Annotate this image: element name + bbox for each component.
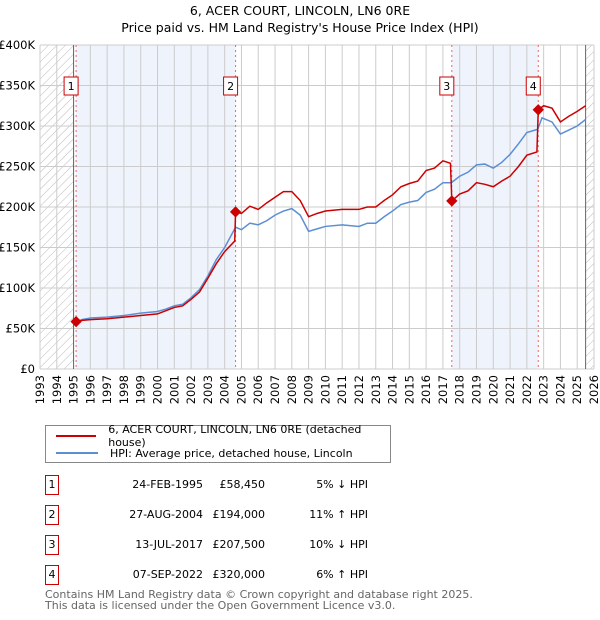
x-tick-label: 2008 (285, 375, 299, 404)
legend-label: 6, ACER COURT, LINCOLN, LN6 0RE (detache… (108, 423, 362, 449)
sale-marker-label: 2 (227, 80, 234, 93)
x-tick-label: 2026 (587, 375, 600, 404)
sale-row: 3 13-JUL-2017 £207,500 10% ↓ HPI (45, 535, 425, 555)
x-tick-label: 1996 (83, 375, 97, 404)
plot-area: 1993 1994 1995 1996 1997 1998 1999 2000 2001 2002… (0, 38, 600, 404)
sale-date: 13-JUL-2017 (135, 538, 203, 551)
x-tick-label: 2023 (537, 375, 551, 404)
sale-marker-label: 4 (530, 80, 537, 93)
sale-marker-label: 3 (443, 80, 450, 93)
x-tick-label: 1994 (50, 375, 64, 404)
x-tick-label: 2014 (386, 375, 400, 404)
sale-point (446, 195, 458, 207)
y-tick-label: £200K (0, 200, 35, 214)
x-tick-label: 1997 (100, 375, 114, 404)
x-tick-label: 2024 (553, 375, 567, 404)
sale-marker-box (525, 76, 541, 96)
legend-item-hpi: HPI: Average price, detached house, Linc… (56, 445, 353, 461)
sale-marker-box (439, 76, 455, 96)
sale-hpi-diff: 10% ↓ HPI (309, 538, 368, 551)
footer-line: This data is licensed under the Open Gov… (45, 599, 396, 612)
chart-title: 6, ACER COURT, LINCOLN, LN6 0RE (189, 3, 411, 18)
y-tick-label: £50K (6, 322, 36, 336)
y-tick-label: £0 (20, 362, 35, 376)
x-tick-label: 2003 (201, 375, 215, 404)
footer-line: Contains HM Land Registry data © Crown c… (45, 588, 473, 601)
sale-hpi-diff: 11% ↑ HPI (309, 508, 368, 521)
sale-date: 24-FEB-1995 (132, 478, 203, 491)
sale-hpi-diff: 5% ↓ HPI (316, 478, 368, 491)
x-tick-label: 2001 (167, 375, 181, 404)
sale-price: £194,000 (212, 508, 266, 521)
x-tick-label: 2017 (436, 375, 450, 404)
sale-number-badge: 1 (45, 475, 59, 495)
x-tick-label: 2022 (520, 375, 534, 404)
y-tick-label: £250K (0, 160, 35, 174)
x-tick-label: 1998 (117, 375, 131, 404)
x-tick-label: 2012 (352, 375, 366, 404)
sale-number-badge: 2 (45, 505, 59, 525)
y-tick-label: £150K (0, 241, 35, 255)
legend: 6, ACER COURT, LINCOLN, LN6 0RE (detache… (45, 423, 391, 463)
sale-number-badge: 3 (45, 535, 59, 555)
series-line-property (75, 104, 587, 323)
x-tick-label: 2016 (419, 375, 433, 404)
x-tick-label: 2004 (218, 375, 232, 404)
sale-price: £320,000 (212, 568, 266, 581)
sale-date: 27-AUG-2004 (129, 508, 203, 521)
legend-label: HPI: Average price, detached house, Linc… (110, 446, 353, 460)
y-tick-label: £400K (0, 38, 35, 52)
sale-number-badge: 4 (45, 565, 59, 585)
x-tick-label: 2000 (151, 375, 165, 404)
sale-row: 2 27-AUG-2004 £194,000 11% ↑ HPI (45, 505, 425, 525)
sale-date: 07-SEP-2022 (132, 568, 203, 581)
x-tick-label: 2021 (503, 375, 517, 404)
x-tick-label: 1995 (67, 375, 81, 404)
x-tick-label: 2009 (302, 375, 316, 404)
x-tick-label: 1993 (33, 375, 47, 404)
x-tick-label: 1999 (134, 375, 148, 404)
x-tick-label: 2002 (184, 375, 198, 404)
x-tick-label: 2019 (469, 375, 483, 404)
y-tick-label: £300K (0, 119, 35, 133)
sale-marker-box (63, 76, 79, 96)
sale-marker-box (223, 76, 239, 96)
x-tick-label: 2005 (234, 375, 248, 404)
series-line-hpi (75, 116, 587, 323)
sale-hpi-diff: 6% ↑ HPI (316, 568, 368, 581)
x-tick-label: 2018 (453, 375, 467, 404)
x-tick-label: 2011 (335, 375, 349, 404)
y-tick-label: £350K (0, 79, 35, 93)
sale-marker-label: 1 (68, 80, 75, 93)
y-tick-label: £100K (0, 281, 35, 295)
sale-row: 4 07-SEP-2022 £320,000 6% ↑ HPI (45, 565, 425, 585)
x-tick-label: 2007 (268, 375, 282, 404)
x-tick-label: 2006 (251, 375, 265, 404)
x-tick-label: 2025 (570, 375, 584, 404)
x-tick-label: 2010 (318, 375, 332, 404)
sale-price: £207,500 (212, 538, 266, 551)
legend-swatch-red (56, 435, 97, 437)
sale-point (229, 206, 242, 218)
footer: Contains HM Land Registry data © Crown c… (45, 589, 473, 611)
legend-item-property: 6, ACER COURT, LINCOLN, LN6 0RE (detache… (56, 423, 390, 449)
sale-price: £58,450 (219, 478, 266, 491)
chart-subtitle: Price paid vs. HM Land Registry's House … (121, 20, 479, 35)
x-tick-label: 2020 (486, 375, 500, 404)
x-tick-label: 2015 (402, 375, 416, 404)
sale-row: 1 24-FEB-1995 £58,450 5% ↓ HPI (45, 475, 425, 495)
x-tick-label: 2013 (369, 375, 383, 404)
legend-swatch-blue (56, 452, 98, 454)
